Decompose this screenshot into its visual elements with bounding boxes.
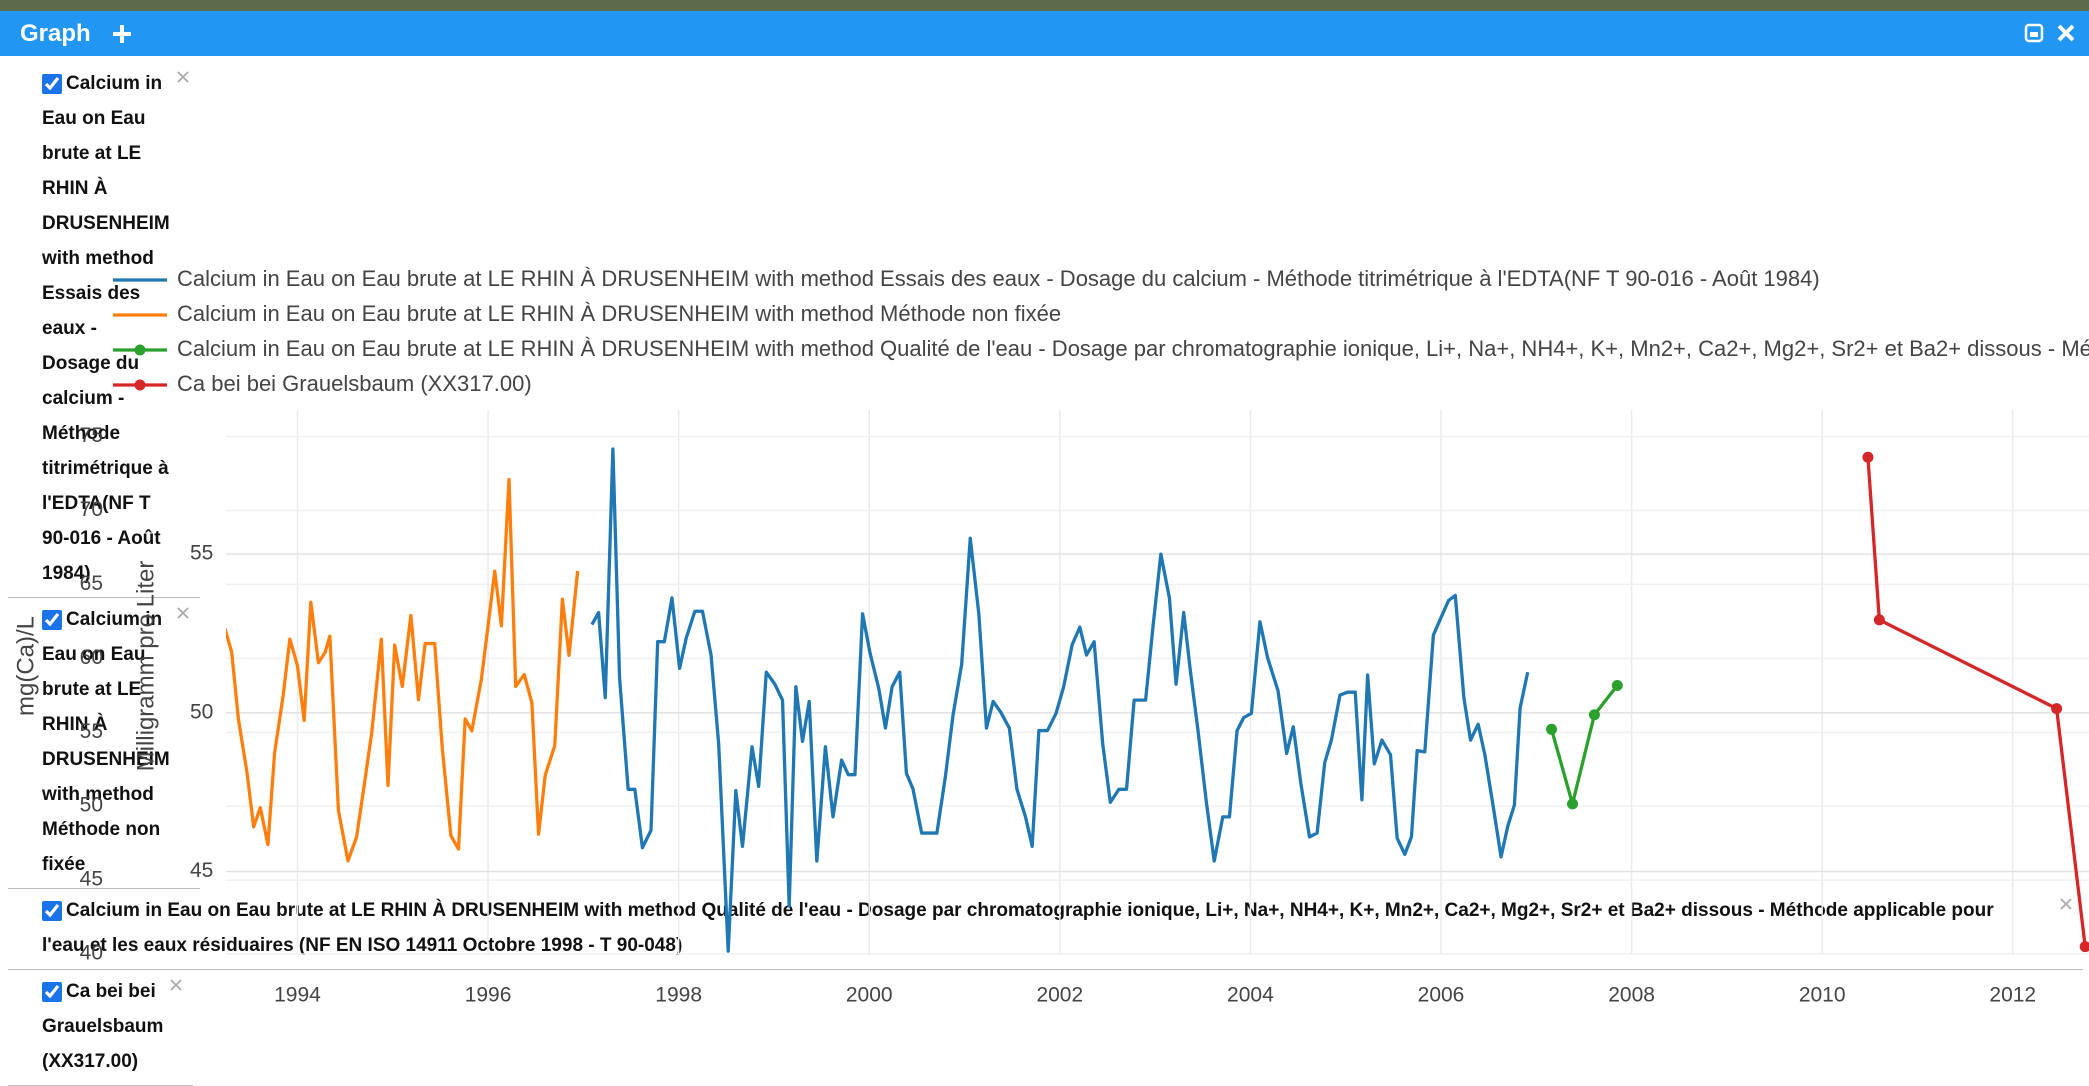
layer-item: Calcium in Eau on Eau brute at LE RHIN À… — [8, 62, 200, 598]
layer-checkbox[interactable] — [42, 610, 62, 630]
chart: mg(Ca)/L Milligramm pro Liter 1994 1996 19… — [12, 266, 2089, 1007]
legend-label: Ca bei bei Grauelsbaum (XX317.00) — [177, 371, 532, 396]
close-button[interactable] — [2056, 23, 2076, 43]
series-marker — [1588, 709, 1600, 721]
layer-checkbox[interactable] — [42, 74, 62, 94]
series-line — [590, 447, 1530, 953]
y2-tick-label: 55 — [190, 542, 213, 565]
y-tick-label: 65 — [80, 572, 103, 595]
add-button[interactable] — [112, 24, 132, 44]
x-tick-label: 2006 — [1418, 984, 1465, 1007]
x-tick-label: 1994 — [274, 984, 321, 1007]
series-marker — [2051, 703, 2063, 715]
layer-label: Calcium in Eau on Eau brute at LE RHIN À… — [42, 73, 170, 584]
legend-label: Calcium in Eau on Eau brute at LE RHIN À… — [177, 266, 1820, 291]
y-tick-label: 60 — [80, 646, 103, 669]
legend-marker — [134, 344, 146, 356]
remove-layer[interactable] — [2059, 897, 2073, 911]
series-marker — [1611, 680, 1623, 692]
remove-layer[interactable] — [176, 70, 190, 84]
y2-axis-title: Milligramm pro Liter — [132, 561, 159, 772]
layer-item: Calcium in Eau on Eau brute at LE RHIN À… — [8, 598, 200, 889]
minimize-button[interactable] — [2024, 23, 2044, 43]
y-axis-title: mg(Ca)/L — [12, 616, 39, 716]
x-tick-label: 2008 — [1608, 984, 1655, 1007]
legend-label: Calcium in Eau on Eau brute at LE RHIN À… — [177, 301, 1061, 326]
x-tick-label: 2010 — [1799, 984, 1846, 1007]
y-tick-label: 40 — [80, 942, 103, 965]
legend-marker — [134, 379, 146, 391]
layer-checkbox[interactable] — [42, 982, 62, 1002]
y-tick-label: 55 — [80, 720, 103, 743]
panel-header: Graph — [0, 11, 2089, 56]
x-tick-label: 1998 — [655, 984, 702, 1007]
y2-tick-label: 50 — [190, 700, 213, 723]
y-tick-label: 70 — [80, 498, 103, 521]
series-line — [1549, 684, 1619, 806]
series-marker — [1546, 723, 1558, 735]
layer-item: Calcium in Eau on Eau brute at LE RHIN À… — [8, 889, 2083, 970]
remove-layer[interactable] — [169, 978, 183, 992]
series-marker — [1567, 798, 1579, 810]
x-tick-label: 2012 — [1989, 984, 2036, 1007]
series-line — [1866, 457, 2087, 947]
layer-checkbox[interactable] — [42, 901, 62, 921]
series-line — [226, 477, 580, 863]
legend-label: Calcium in Eau on Eau brute at LE RHIN À… — [177, 336, 2089, 361]
background-strip — [0, 0, 2089, 11]
layer-label: Calcium in Eau on Eau brute at LE RHIN À… — [42, 900, 1994, 956]
x-tick-label: 2000 — [846, 984, 893, 1007]
x-tick-label: 2002 — [1036, 984, 1083, 1007]
plot-area — [226, 447, 2089, 953]
layer-label: Calcium in Eau on Eau brute at LE RHIN À… — [42, 609, 170, 875]
series-marker — [1873, 614, 1885, 626]
remove-layer[interactable] — [176, 606, 190, 620]
y2-tick-label: 45 — [190, 859, 213, 882]
y-tick-label: 75 — [80, 424, 103, 447]
y-tick-label: 50 — [80, 794, 103, 817]
x-tick-label: 1996 — [465, 984, 512, 1007]
x-tick-label: 2004 — [1227, 984, 1274, 1007]
panel-title: Graph — [20, 20, 91, 47]
series-marker — [2079, 941, 2089, 953]
series-marker — [1862, 451, 1874, 463]
y-tick-label: 45 — [80, 868, 103, 891]
